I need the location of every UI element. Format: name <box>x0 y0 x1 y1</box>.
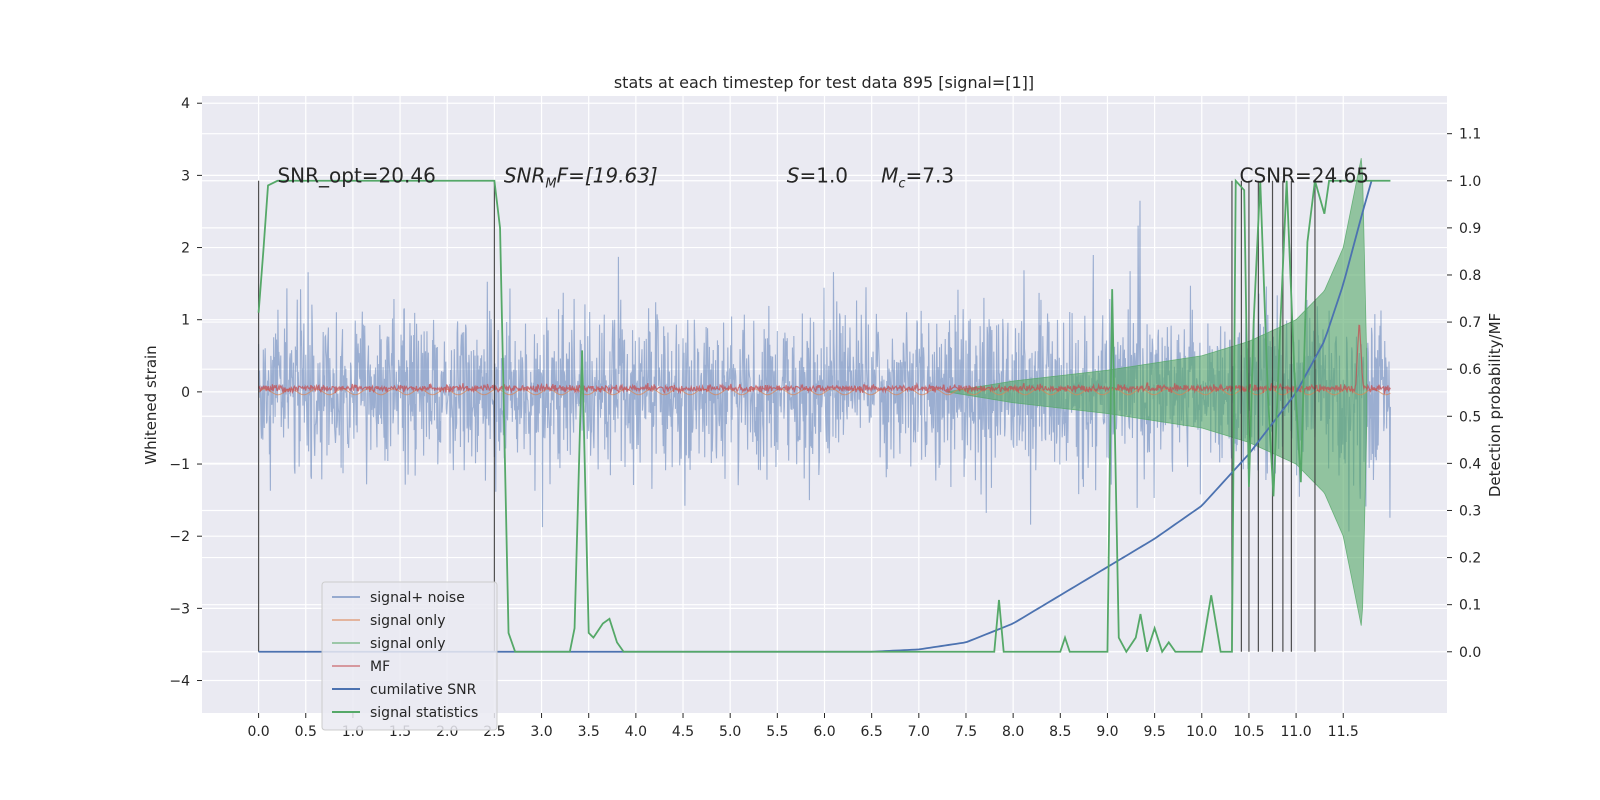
annotation-text: M <box>881 163 898 187</box>
y-tick-label: 2 <box>181 241 190 257</box>
annotation-text: SNR_opt=20.46 <box>277 163 435 187</box>
y2-tick-label: 0.5 <box>1459 409 1481 425</box>
x-tick-label: 5.5 <box>766 724 788 740</box>
y2-tick-label: 0.2 <box>1459 551 1481 567</box>
annotation-spin: S=1.0 <box>787 163 848 187</box>
ticks: 0.0 0.5 1.0 1.5 2.0 2.5 3.0 3.5 4.0 4.5 5.0 5.5 6.0 6… <box>169 96 1481 740</box>
annotation-suffix: =7.3 <box>906 163 955 187</box>
x-tick-label: 10.0 <box>1186 724 1217 740</box>
legend-label: signal only <box>370 636 445 652</box>
y-tick-label: −1 <box>169 457 190 473</box>
annotation-suffix: =1.0 <box>799 163 848 187</box>
annotation-suffix: F=[19.63] <box>557 163 658 187</box>
annotation-csnr: CSNR=24.65 <box>1240 163 1370 187</box>
x-tick-label: 9.0 <box>1096 724 1118 740</box>
annotation-text: SNR <box>504 163 546 187</box>
y-axis-label: Whitened strain <box>142 345 160 464</box>
y-tick-label: −2 <box>169 529 190 545</box>
y2-tick-label: 0.3 <box>1459 503 1481 519</box>
x-tick-label: 0.0 <box>247 724 269 740</box>
y-tick-label: 1 <box>181 313 190 329</box>
series-mf <box>258 324 1391 395</box>
legend-label: signal only <box>370 613 445 629</box>
annotation-chirp-mass: Mc=7.3 <box>881 163 954 191</box>
series-signal-statistics <box>257 178 1391 654</box>
legend-label: cumilative SNR <box>370 682 477 698</box>
x-tick-label: 3.0 <box>530 724 552 740</box>
chart-title: stats at each timestep for test data 895… <box>614 73 1034 92</box>
annotation-subscript: c <box>898 176 905 191</box>
x-tick-label: 3.5 <box>578 724 600 740</box>
x-tick-label: 8.0 <box>1002 724 1024 740</box>
legend: signal+ noise signal only signal only MF cum… <box>321 581 498 731</box>
y2-tick-label: 0.4 <box>1459 456 1481 472</box>
annotation-snr-opt: SNR_opt=20.46 <box>277 163 435 187</box>
legend-label: signal+ noise <box>370 590 465 606</box>
x-tick-label: 5.0 <box>719 724 741 740</box>
plot-area: SNR_opt=20.46 SNRMF=[19.63] S=1.0 Mc=7.3 CSN… <box>257 158 1391 654</box>
series-signal-only-orange <box>258 388 1391 396</box>
x-tick-label: 6.0 <box>813 724 835 740</box>
y2-tick-label: 0.7 <box>1459 315 1481 331</box>
y2-tick-label: 0.0 <box>1459 645 1481 661</box>
y2-tick-label: 0.8 <box>1459 268 1481 284</box>
y2-tick-label: 0.1 <box>1459 598 1481 614</box>
x-tick-label: 9.5 <box>1143 724 1165 740</box>
x-tick-label: 0.5 <box>295 724 317 740</box>
legend-box <box>321 581 498 731</box>
annotation-subscript: M <box>545 176 556 191</box>
annotation-snr-mf: SNRMF=[19.63] <box>504 163 658 191</box>
y2-axis-label: Detection probability/MF <box>1486 313 1504 497</box>
y2-tick-label: 0.9 <box>1459 221 1481 237</box>
y2-tick-label: 1.1 <box>1459 127 1481 143</box>
legend-label: MF <box>370 659 390 675</box>
x-tick-label: 10.5 <box>1233 724 1264 740</box>
x-tick-label: 4.0 <box>625 724 647 740</box>
x-tick-label: 11.0 <box>1281 724 1312 740</box>
x-tick-label: 7.0 <box>908 724 930 740</box>
y-tick-label: 0 <box>181 385 190 401</box>
x-tick-label: 7.5 <box>955 724 977 740</box>
y-tick-label: 4 <box>181 96 190 112</box>
x-tick-label: 8.5 <box>1049 724 1071 740</box>
annotation-text: CSNR=24.65 <box>1240 163 1370 187</box>
series-layer <box>257 158 1391 654</box>
y-tick-label: −4 <box>169 674 190 690</box>
grid <box>202 96 1447 713</box>
y2-tick-label: 0.6 <box>1459 362 1481 378</box>
x-tick-label: 6.5 <box>861 724 883 740</box>
legend-label: signal statistics <box>370 705 478 721</box>
annotation-text: S <box>787 163 800 187</box>
x-tick-label: 11.5 <box>1328 724 1359 740</box>
annotations: SNR_opt=20.46 SNRMF=[19.63] S=1.0 Mc=7.3 CSN… <box>277 163 1369 191</box>
y2-tick-label: 1.0 <box>1459 174 1481 190</box>
x-tick-label: 4.5 <box>672 724 694 740</box>
y-tick-label: 3 <box>181 168 190 184</box>
y-tick-label: −3 <box>169 601 190 617</box>
